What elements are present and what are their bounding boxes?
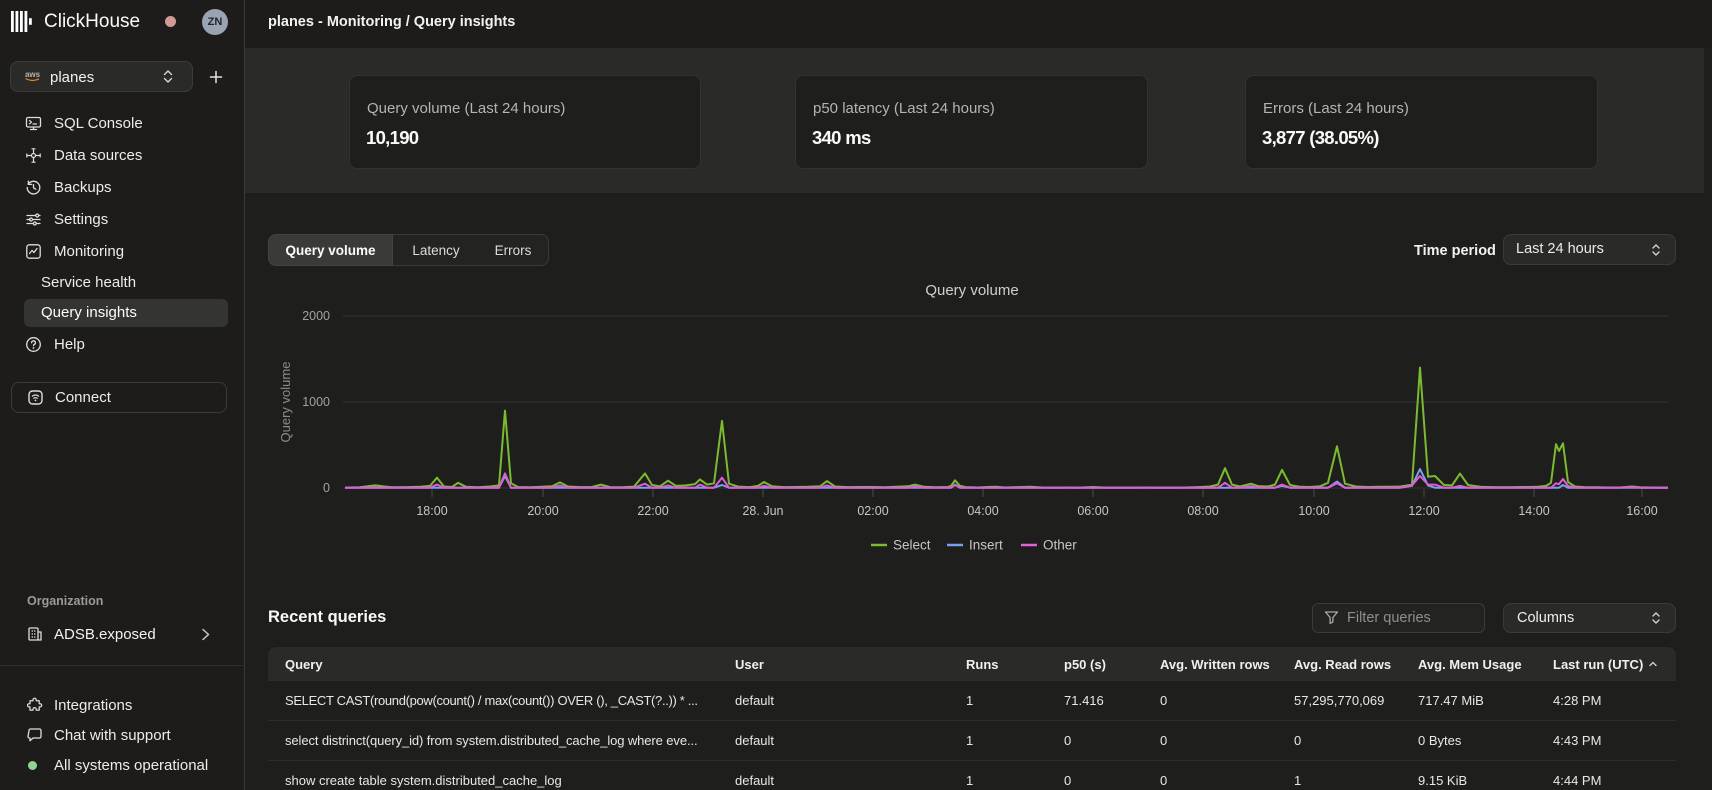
svg-text:04:00: 04:00 [967,504,998,518]
svg-text:02:00: 02:00 [857,504,888,518]
svg-text:0: 0 [323,481,330,495]
svg-text:Query volume: Query volume [278,362,293,443]
svg-text:2000: 2000 [302,309,330,323]
svg-text:10:00: 10:00 [1298,504,1329,518]
svg-text:aws: aws [25,70,41,79]
svg-text:Insert: Insert [969,538,1003,553]
svg-text:16:00: 16:00 [1626,504,1657,518]
svg-text:28. Jun: 28. Jun [742,504,783,518]
svg-text:08:00: 08:00 [1187,504,1218,518]
svg-text:22:00: 22:00 [637,504,668,518]
svg-text:Query volume: Query volume [925,282,1018,299]
svg-text:14:00: 14:00 [1518,504,1549,518]
svg-text:18:00: 18:00 [416,504,447,518]
svg-text:Other: Other [1043,538,1077,553]
svg-text:12:00: 12:00 [1408,504,1439,518]
svg-text:Select: Select [893,538,931,553]
svg-text:1000: 1000 [302,395,330,409]
svg-text:20:00: 20:00 [527,504,558,518]
svg-text:06:00: 06:00 [1077,504,1108,518]
